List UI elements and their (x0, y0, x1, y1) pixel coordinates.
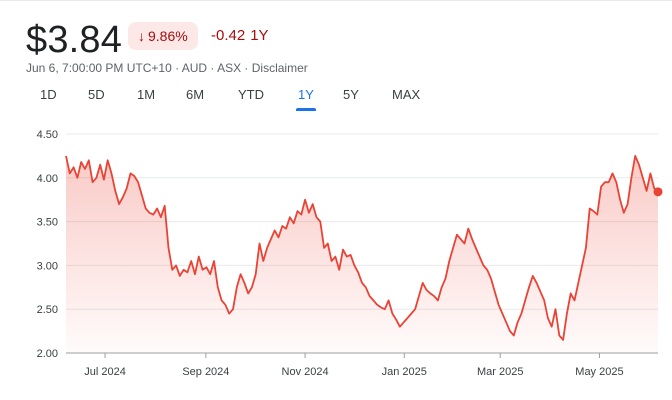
x-tick-label: Nov 2024 (282, 366, 329, 378)
y-tick-label: 4.50 (37, 129, 58, 141)
tab-6m[interactable]: 6M (186, 87, 205, 102)
change-absolute: -0.42 1Y (211, 22, 269, 50)
y-tick-label: 3.00 (37, 260, 58, 272)
tab-1m[interactable]: 1M (137, 87, 156, 102)
tab-5d[interactable]: 5D (88, 87, 105, 102)
quote-meta[interactable]: Jun 6, 7:00:00 PM UTC+10 · AUD · ASX · D… (26, 61, 308, 75)
y-tick-label: 2.00 (37, 348, 58, 360)
tab-5y[interactable]: 5Y (343, 87, 359, 102)
price-line (65, 155, 659, 341)
price-chart[interactable]: 4.50 4.00 3.50 3.00 2.50 2.00 Jul 2024 Sep 202… (0, 110, 672, 400)
change-percent: 9.86% (148, 28, 188, 44)
price-value: $3.84 (26, 19, 123, 61)
y-tick-label: 3.50 (37, 217, 58, 229)
change-percent-badge: ↓ 9.86% (128, 22, 198, 50)
current-price-marker (653, 187, 663, 197)
y-tick-label: 4.00 (37, 173, 58, 185)
x-tick-label: May 2025 (575, 366, 623, 378)
x-tick-label: Jan 2025 (382, 366, 427, 378)
tab-1y[interactable]: 1Y (296, 87, 316, 111)
tab-ytd[interactable]: YTD (238, 87, 264, 102)
change-period: 1Y (250, 27, 269, 44)
x-tick-label: Mar 2025 (477, 366, 523, 378)
top-divider (0, 0, 672, 1)
y-tick-label: 2.50 (37, 304, 58, 316)
change-absolute-value: -0.42 (211, 27, 246, 44)
tab-max[interactable]: MAX (392, 87, 421, 102)
arrow-down-icon: ↓ (138, 28, 145, 44)
tab-1d[interactable]: 1D (40, 87, 57, 102)
price-area-fill (66, 155, 658, 353)
x-tick-label: Jul 2024 (84, 366, 126, 378)
x-tick-label: Sep 2024 (182, 366, 229, 378)
